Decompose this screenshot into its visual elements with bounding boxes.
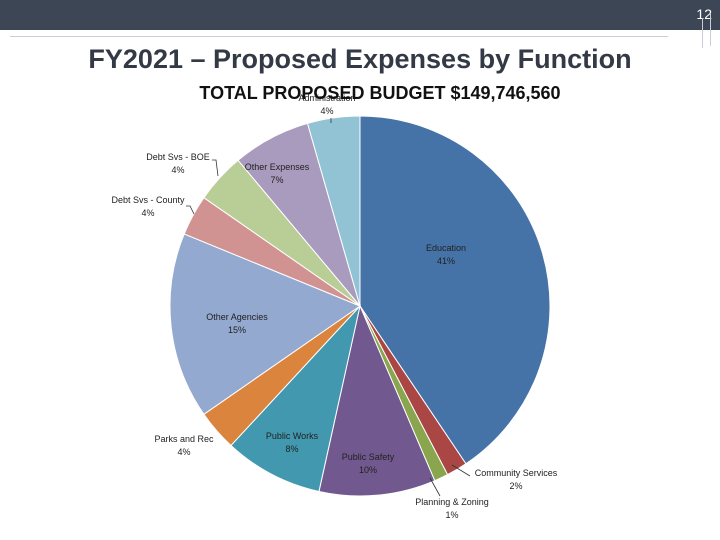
leader-line-debt-svs-county (186, 205, 195, 215)
slice-label-public-works: Public Works (266, 431, 319, 441)
title-divider (10, 36, 668, 37)
slice-percent-other-expenses: 7% (270, 175, 283, 185)
slice-label-education: Education (426, 243, 466, 253)
slice-percent-debt-svs-boe: 4% (171, 165, 184, 175)
slice-percent-debt-svs-county: 4% (141, 208, 154, 218)
leader-line-debt-svs-boe (212, 159, 219, 177)
slice-percent-community-services: 2% (509, 481, 522, 491)
pie-slice-other-agencies (169, 233, 362, 416)
slice-label-community-services: Community Services (475, 468, 558, 478)
slice-percent-parks-and-rec: 4% (177, 447, 190, 457)
slice-label-debt-svs-county: Debt Svs - County (111, 195, 185, 205)
decorative-line (710, 14, 711, 46)
slice-label-other-agencies: Other Agencies (206, 312, 268, 322)
slice-percent-other-agencies: 15% (228, 325, 246, 335)
pie-slice-public-works (230, 304, 361, 493)
slice-percent-public-works: 8% (285, 444, 298, 454)
slice-label-parks-and-rec: Parks and Rec (154, 434, 214, 444)
leader-line-community-services (451, 464, 471, 477)
slice-percent-planning-zoning: 1% (445, 510, 458, 520)
pie-slice-administration (306, 115, 361, 307)
slice-percent-administration: 4% (320, 106, 333, 116)
leader-line-planning-zoning (429, 477, 441, 497)
slice-label-other-expenses: Other Expenses (245, 162, 310, 172)
slice-label-planning-zoning: Planning & Zoning (415, 497, 489, 507)
top-bar (0, 0, 720, 30)
pie-slice-education (359, 115, 551, 465)
decorative-line (702, 18, 703, 48)
slice-percent-education: 41% (437, 256, 455, 266)
pie-slice-public-safety (318, 304, 436, 497)
chart-title: TOTAL PROPOSED BUDGET $149,746,560 (199, 83, 561, 103)
slice-label-public-safety: Public Safety (342, 452, 395, 462)
page-number: 12 (696, 6, 712, 22)
slice-label-administration: Administration (298, 93, 355, 103)
slice-label-debt-svs-boe: Debt Svs - BOE (146, 152, 210, 162)
slide-title: FY2021 – Proposed Expenses by Function (88, 44, 632, 74)
slice-percent-public-safety: 10% (359, 465, 377, 475)
